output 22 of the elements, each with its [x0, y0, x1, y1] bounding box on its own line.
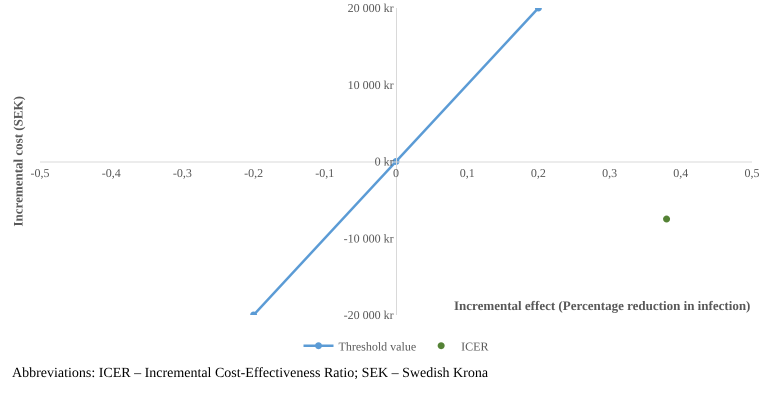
x-tick-label: -0,4: [102, 166, 121, 180]
legend-label: ICER: [461, 339, 488, 354]
x-tick-label: -0,2: [244, 166, 264, 180]
x-tick-label: 0,5: [744, 166, 760, 180]
y-tick-label: 0 kr: [374, 154, 394, 169]
x-tick-label: -0,5: [30, 166, 50, 180]
x-tick-label: 0,1: [460, 166, 475, 180]
text: Abbreviations: ICER – Incremental Cost-Effectiveness Ratio; SEK – Swedish Krona: [12, 366, 489, 381]
y-tick-label: -10 000 kr: [344, 231, 394, 246]
y-tick-label: 20 000 kr: [348, 1, 394, 16]
point: [663, 216, 670, 223]
x-tick-label: 0: [393, 166, 399, 180]
legend-label: Threshold value: [338, 339, 416, 354]
x-tick-label: 0,2: [530, 166, 546, 180]
x-axis-title: Incremental effect (Percentage reduction in infection): [454, 298, 750, 313]
x-tick-label: -0,1: [315, 166, 334, 180]
y-axis-title: Incremental cost (SEK): [10, 96, 26, 226]
y-tick-label: -20 000 kr: [344, 308, 394, 322]
x-tick-label: 0,3: [602, 166, 618, 180]
x-tick-label: 0,4: [673, 166, 688, 180]
x-tick-label: -0,3: [172, 166, 192, 180]
y-tick-label: 10 000 kr: [348, 78, 394, 92]
